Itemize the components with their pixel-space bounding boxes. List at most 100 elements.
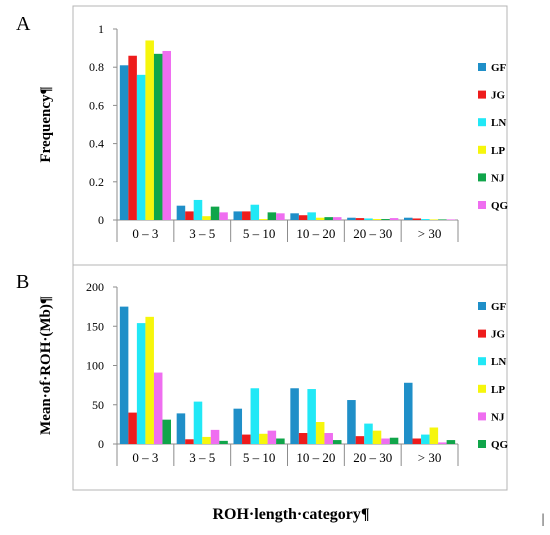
x-tick-label: > 30: [418, 450, 442, 465]
bar-qg: [389, 437, 399, 444]
bar-gf: [290, 213, 299, 220]
bar-qg: [276, 213, 285, 220]
legend-label-gf: GF: [491, 301, 507, 313]
bar-jg: [242, 211, 251, 220]
bar-lp: [259, 219, 268, 220]
bar-lp: [429, 427, 439, 444]
legend-swatch-jg: [478, 329, 486, 338]
bar-nj: [153, 53, 163, 220]
bar-gf: [347, 400, 356, 444]
legend-label-lp: LP: [491, 384, 505, 396]
panel-letter: B: [16, 271, 29, 293]
bar-nj: [438, 219, 447, 220]
bar-gf: [119, 306, 129, 444]
bar-jg: [298, 433, 308, 444]
bar-jg: [185, 439, 194, 444]
legend-label-nj: NJ: [491, 172, 505, 184]
chart-panel-a: A Frequency¶ 0 0.2 0.4 0.6 0.8 1 0 – 3 3 – 5 5 – 1…: [16, 13, 509, 242]
x-tick-label: 0 – 3: [132, 226, 158, 241]
bar-nj: [381, 438, 390, 444]
x-tick-label: 10 – 20: [296, 226, 335, 241]
bar-lp: [202, 216, 211, 220]
right-edge-mark: |: [542, 512, 545, 527]
bar-jg: [128, 55, 137, 220]
x-axis-label: ROH·length·category¶: [212, 506, 369, 523]
bar-ln: [307, 389, 316, 444]
bar-jg: [412, 438, 422, 444]
bar-qg: [219, 440, 228, 444]
legend-label-qg: QG: [491, 439, 509, 451]
legend-label-jg: JG: [491, 90, 506, 102]
y-axis-title: Frequency¶: [38, 86, 54, 162]
y-tick-label: 0: [98, 437, 104, 451]
figure-frame: [72, 5, 508, 491]
y-tick-label: 50: [92, 398, 104, 412]
x-tick-label: 5 – 10: [243, 226, 276, 241]
y-tick-label: 0.4: [89, 137, 104, 151]
legend-label-ln: LN: [491, 356, 506, 368]
bar-ln: [250, 388, 260, 444]
bar-jg: [355, 218, 365, 220]
bar-ln: [136, 74, 146, 220]
x-tick-label: 3 – 5: [189, 226, 215, 241]
bar-gf: [233, 211, 243, 220]
bar-ln: [136, 323, 146, 444]
legend-swatch-lp: [478, 145, 486, 154]
y-axis-title: Mean·of·ROH·(Mb)¶: [38, 296, 54, 435]
bar-nj: [324, 433, 333, 444]
bar-qg: [446, 219, 456, 220]
legend-label-ln: LN: [491, 117, 506, 129]
bar-ln: [193, 401, 203, 444]
bar-gf: [290, 388, 299, 444]
bar-jg: [185, 211, 194, 220]
y-tick-label: 1: [98, 22, 104, 36]
x-tick-label: 10 – 20: [296, 450, 335, 465]
bar-lp: [372, 219, 382, 220]
legend-label-qg: QG: [491, 200, 509, 212]
legend-swatch-gf: [478, 63, 486, 71]
legend-swatch-lp: [478, 384, 486, 393]
bar-jg: [298, 215, 308, 220]
bar-jg: [242, 434, 251, 444]
legend-swatch-qg: [478, 201, 486, 209]
bar-nj: [381, 219, 390, 220]
bar-gf: [119, 65, 129, 220]
legend-swatch-jg: [478, 90, 486, 99]
bar-qg: [162, 419, 171, 444]
bar-qg: [162, 50, 171, 221]
y-tick-label: 0.2: [89, 175, 104, 189]
bar-ln: [307, 212, 316, 220]
legend-swatch-qg: [478, 440, 486, 448]
bar-lp: [315, 217, 325, 220]
y-tick-label: 0.6: [89, 98, 104, 112]
bar-lp: [429, 219, 439, 220]
bar-lp: [145, 40, 154, 221]
bar-gf: [404, 382, 413, 444]
legend-label-jg: JG: [491, 329, 506, 341]
bar-qg: [219, 212, 228, 220]
legend-swatch-gf: [478, 302, 486, 310]
bar-qg: [332, 217, 342, 220]
bar-ln: [364, 423, 373, 444]
chart-panel-b: B Mean·of·ROH·(Mb)¶ 0 50 100 150 200 0 – 3 3 – 5…: [16, 271, 509, 466]
bar-gf: [347, 217, 356, 220]
bar-lp: [202, 436, 211, 444]
x-tick-label: 20 – 30: [353, 450, 392, 465]
legend-swatch-ln: [478, 118, 486, 127]
bar-jg: [412, 218, 422, 220]
bar-jg: [128, 412, 137, 444]
bar-lp: [315, 422, 325, 444]
bar-nj: [267, 430, 277, 444]
legend-swatch-ln: [478, 357, 486, 366]
bar-lp: [259, 433, 268, 444]
bar-nj: [324, 217, 333, 220]
bar-ln: [421, 219, 430, 220]
bar-nj: [438, 442, 447, 444]
legend-label-nj: NJ: [491, 411, 505, 423]
bar-qg: [332, 440, 342, 444]
x-tick-label: > 30: [418, 226, 442, 241]
panel-letter: A: [16, 13, 31, 35]
bar-gf: [404, 217, 413, 220]
bar-nj: [210, 429, 220, 444]
